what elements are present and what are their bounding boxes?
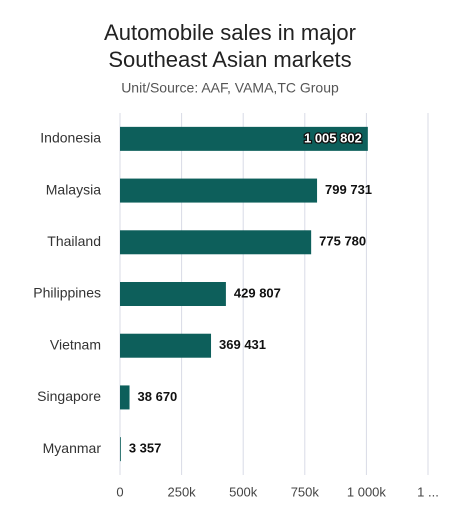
y-tick-label: Indonesia bbox=[40, 130, 101, 146]
bar bbox=[120, 437, 121, 462]
x-tick-label: 1 000k bbox=[347, 484, 387, 499]
bar bbox=[120, 333, 212, 358]
y-tick-label: Singapore bbox=[37, 388, 101, 404]
bar bbox=[120, 282, 226, 306]
bar bbox=[120, 126, 368, 151]
chart-title: Automobile sales in major bbox=[104, 20, 356, 45]
y-tick-label: Vietnam bbox=[50, 336, 101, 352]
chart-title: Southeast Asian markets bbox=[108, 47, 351, 72]
y-tick-label: Philippines bbox=[33, 285, 101, 301]
bar bbox=[120, 230, 312, 255]
data-label: 38 670 bbox=[138, 389, 178, 404]
bar bbox=[120, 178, 318, 203]
data-label: 1 005 802 bbox=[304, 130, 362, 145]
data-label: 799 731 bbox=[325, 182, 372, 197]
data-label: 369 431 bbox=[219, 337, 266, 352]
data-label: 3 357 bbox=[129, 441, 162, 456]
y-tick-label: Malaysia bbox=[46, 181, 101, 197]
x-tick-label: 500k bbox=[229, 484, 258, 499]
bar bbox=[120, 385, 130, 410]
y-tick-label: Myanmar bbox=[43, 440, 102, 456]
data-label: 775 780 bbox=[319, 234, 366, 249]
x-tick-label: 250k bbox=[167, 484, 196, 499]
y-tick-label: Thailand bbox=[47, 233, 101, 249]
x-tick-label: 1 ... bbox=[417, 484, 439, 499]
data-label: 429 807 bbox=[234, 285, 281, 300]
chart-subtitle: Unit/Source: AAF, VAMA,TC Group bbox=[121, 80, 339, 96]
x-tick-label: 0 bbox=[116, 484, 123, 499]
x-tick-label: 750k bbox=[291, 484, 320, 499]
